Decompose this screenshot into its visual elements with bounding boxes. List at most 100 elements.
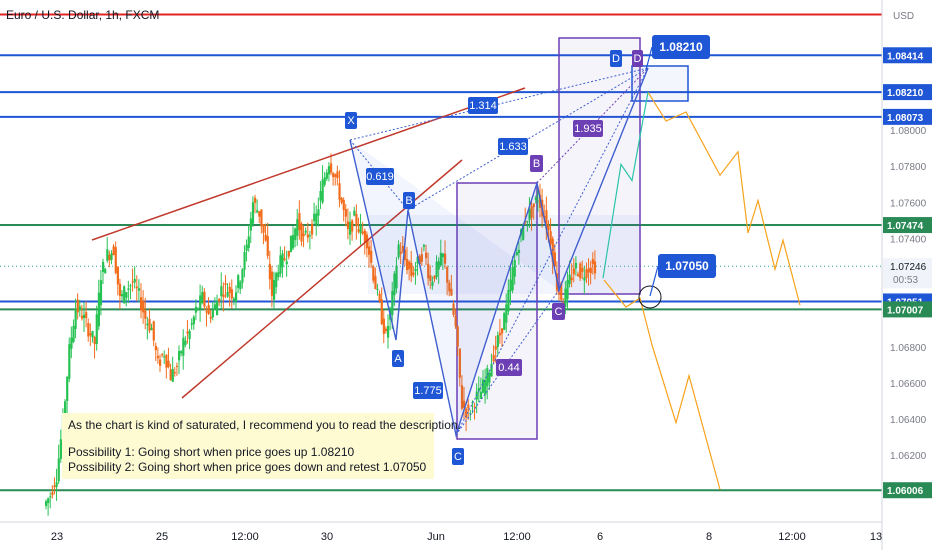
candle-body <box>70 337 73 349</box>
x-tick-label-5: 12:00 <box>503 531 531 543</box>
candle-body <box>416 256 419 264</box>
candle-body <box>547 225 550 231</box>
candle-body <box>184 340 187 346</box>
candle-body <box>568 274 571 284</box>
candle-body <box>127 288 130 290</box>
candle-body <box>397 244 400 258</box>
level-tag-1 <box>883 47 932 64</box>
candle-body <box>494 346 497 350</box>
candle-body <box>283 258 286 260</box>
pattern-zone-box <box>368 215 639 294</box>
note-line-2: Possibility 1: Going short when price go… <box>68 445 355 459</box>
candle-body <box>507 290 510 312</box>
candle-body <box>513 259 516 277</box>
candle-body <box>256 210 259 213</box>
ratio-ac-bg <box>496 359 522 376</box>
candle-body <box>368 246 371 255</box>
x-tick-label-3: 30 <box>321 531 333 543</box>
candle-body <box>406 259 409 271</box>
candle-body <box>266 236 269 256</box>
candle-body <box>277 272 280 278</box>
pattern2-label-d-bg <box>632 50 643 67</box>
candle-body <box>251 202 255 224</box>
candle-body <box>429 275 432 282</box>
candle-body <box>209 316 212 319</box>
candle-body <box>169 369 172 381</box>
ratio-xb-bg <box>366 168 394 185</box>
candle-body <box>262 224 265 233</box>
level-tag-label-6: 1.07007 <box>887 305 924 316</box>
candle-body <box>247 236 250 249</box>
candle-body <box>433 275 436 280</box>
candle-body <box>482 379 485 393</box>
candle-body <box>570 277 573 281</box>
candle-body <box>226 292 229 297</box>
candles <box>45 153 597 516</box>
candle-body <box>403 249 407 261</box>
candle-body <box>53 485 56 488</box>
level-tag-6 <box>883 301 932 318</box>
candle-body <box>78 306 81 311</box>
candle-body <box>448 282 451 292</box>
candle-body <box>577 274 580 277</box>
candle-body <box>332 173 335 178</box>
candle-body <box>399 251 402 254</box>
price-axis[interactable]: USD 1.08000 1.07800 1.07600 1.07400 1.06800 1.… <box>881 0 932 550</box>
ratio-ab: 1.775 <box>414 385 442 397</box>
level-tag-3 <box>883 108 932 125</box>
candle-body <box>192 316 195 325</box>
candle-body <box>148 318 151 331</box>
candle-body <box>435 261 438 278</box>
candle-body <box>484 379 487 395</box>
level-tag-label-7: 1.06006 <box>887 486 924 497</box>
candle-body <box>243 251 246 270</box>
candle-body <box>498 332 502 336</box>
ratio-xb: 0.619 <box>366 171 394 183</box>
ratio-bd: 1.633 <box>499 141 527 153</box>
candle-body <box>287 250 290 257</box>
time-axis[interactable]: 23 25 12:00 30 Jun 12:00 6 8 12:00 13 <box>0 521 882 543</box>
candle-body <box>355 213 358 227</box>
level-tag-label-1: 1.08414 <box>887 51 924 62</box>
candle-body <box>302 233 305 237</box>
candle-body <box>116 266 119 285</box>
candle-body <box>142 300 145 313</box>
candle-body <box>180 351 183 354</box>
candle-body <box>182 337 185 356</box>
candle-body <box>353 210 356 216</box>
candle-body <box>384 328 388 331</box>
candle-body <box>585 269 588 278</box>
candle-body <box>334 174 337 177</box>
candle-body <box>465 408 468 418</box>
candle-body <box>292 234 295 249</box>
candle-body <box>583 277 586 281</box>
pattern-dotted-bd <box>407 67 649 211</box>
horizontal-levels <box>0 13 882 492</box>
callout-upper-pointer <box>645 46 653 71</box>
candle-body <box>135 286 138 289</box>
candle-body <box>194 306 198 313</box>
candle-body <box>154 345 157 351</box>
x-tick-label-9: 13 <box>870 531 882 543</box>
candle-body <box>80 315 84 319</box>
candle-body <box>125 292 128 298</box>
candle-body <box>374 276 377 290</box>
candle-body <box>446 266 449 283</box>
candle-body <box>235 292 238 302</box>
candle-body <box>285 261 288 265</box>
candle-body <box>102 261 105 272</box>
pattern-label-d: D <box>612 53 620 65</box>
candle-body <box>581 267 584 272</box>
candle-body <box>298 213 301 231</box>
y-tick-label-0: 1.08000 <box>890 126 927 137</box>
candle-body <box>469 413 472 415</box>
pattern-label-c-bg <box>452 448 464 465</box>
candle-body <box>279 255 282 274</box>
candle-body <box>112 246 115 256</box>
candle-body <box>422 245 426 247</box>
candle-body <box>49 496 52 498</box>
harmonic-patterns <box>91 67 649 438</box>
candle-body <box>83 314 86 319</box>
pattern2-label-d: D <box>634 53 642 65</box>
